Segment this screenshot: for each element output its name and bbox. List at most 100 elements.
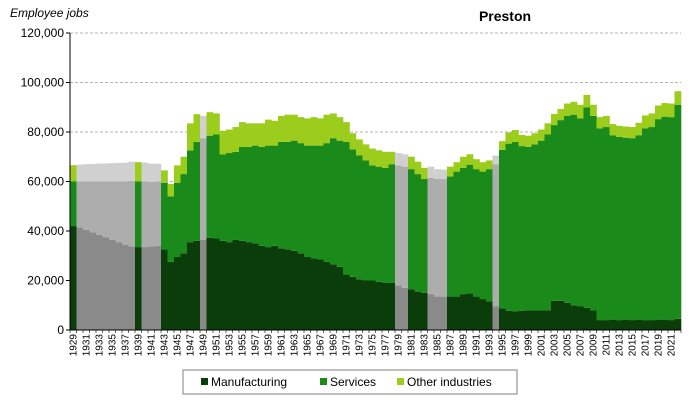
x-tick-label: 1929: [68, 334, 79, 357]
bar-other-industries-1939: [135, 162, 142, 182]
x-tick-label: 1979: [393, 334, 404, 357]
bar-manufacturing-1934: [102, 237, 110, 330]
bar-manufacturing-1962: [284, 249, 292, 330]
bar-other-industries-1929: [70, 165, 77, 182]
x-tick-label: 1997: [510, 334, 521, 357]
bar-other-industries-1995: [499, 141, 506, 150]
bar-services-1935: [109, 181, 116, 240]
x-ticks: 1929 1931 1933 1935 1937 1939 1941 1943 1945 1947…: [68, 330, 682, 357]
x-tick-label: 1957: [250, 334, 261, 357]
bar-manufacturing-1976: [375, 281, 383, 330]
bar-other-industries-1987: [447, 166, 454, 177]
bar-other-industries-1981: [408, 156, 415, 170]
bar-manufacturing-1988: [453, 296, 461, 330]
bar-manufacturing-1986: [440, 296, 448, 330]
bar-other-industries-1941: [148, 163, 155, 182]
x-tick-label: 1937: [120, 334, 131, 357]
bar-other-industries-1972: [349, 133, 357, 150]
bar-services-2008: [583, 107, 591, 308]
bar-manufacturing-2004: [557, 300, 565, 330]
bar-other-industries-1975: [369, 148, 376, 166]
x-tick-label: 1961: [276, 334, 287, 357]
bar-services-1992: [479, 171, 487, 300]
bar-services-2007: [577, 118, 584, 307]
bar-other-industries-2001: [538, 129, 545, 141]
bar-other-industries-2002: [544, 123, 552, 135]
y-tick-label: 120,000: [21, 26, 65, 40]
bar-other-industries-1932: [89, 163, 97, 182]
bar-services-1979: [395, 165, 402, 286]
bars: [70, 91, 682, 330]
bar-services-1993: [486, 169, 493, 302]
bar-other-industries-2014: [622, 126, 630, 138]
bar-other-industries-1968: [323, 114, 331, 144]
y-tick-label: 40,000: [27, 224, 64, 238]
x-tick-label: 2013: [614, 334, 625, 357]
bar-manufacturing-1941: [148, 246, 155, 330]
bar-other-industries-1948: [193, 114, 201, 142]
x-tick-label: 1993: [484, 334, 495, 357]
bar-manufacturing-1972: [349, 276, 357, 330]
bar-services-1975: [369, 165, 376, 281]
bar-manufacturing-1989: [460, 294, 467, 330]
bar-services-1934: [102, 181, 110, 238]
bar-manufacturing-1964: [297, 253, 305, 330]
bar-other-industries-2011: [603, 115, 610, 128]
x-tick-label: 1983: [419, 334, 430, 357]
bar-manufacturing-2015: [629, 320, 636, 330]
bar-other-industries-1984: [427, 166, 435, 178]
bar-services-1945: [174, 182, 181, 257]
bar-services-1929: [70, 181, 77, 227]
bar-services-1961: [278, 141, 285, 249]
bar-services-1963: [291, 140, 298, 251]
bar-manufacturing-1930: [76, 227, 84, 330]
x-tick-label: 1991: [471, 334, 482, 357]
bar-manufacturing-1994: [492, 306, 500, 330]
bar-services-1996: [505, 143, 513, 311]
bar-manufacturing-1942: [154, 245, 162, 330]
bar-services-1995: [499, 149, 506, 309]
bar-manufacturing-1944: [167, 261, 175, 330]
bar-services-1989: [460, 167, 467, 295]
bar-other-industries-1988: [453, 162, 461, 172]
bar-services-1952: [219, 154, 227, 241]
bar-manufacturing-2011: [603, 320, 610, 330]
bar-manufacturing-1960: [271, 245, 279, 330]
x-tick-label: 2009: [588, 334, 599, 357]
x-tick-label: 1933: [94, 334, 105, 357]
x-tick-label: 2019: [653, 334, 664, 357]
bar-other-industries-1960: [271, 120, 279, 146]
bar-services-1988: [453, 171, 461, 297]
bar-manufacturing-2020: [661, 319, 669, 330]
bar-services-1981: [408, 169, 415, 290]
bar-other-industries-1980: [401, 154, 409, 167]
bar-other-industries-1982: [414, 161, 422, 175]
x-tick-label: 1989: [458, 334, 469, 357]
bar-manufacturing-2003: [551, 300, 558, 330]
bar-other-industries-2016: [635, 122, 643, 136]
bar-manufacturing-1932: [89, 232, 97, 330]
bar-services-2018: [648, 127, 656, 321]
bar-other-industries-1999: [525, 135, 532, 147]
bar-other-industries-1953: [226, 129, 233, 154]
bar-services-1956: [245, 146, 253, 243]
bar-manufacturing-1975: [369, 280, 376, 330]
bar-manufacturing-1998: [518, 310, 526, 330]
bar-manufacturing-2005: [564, 302, 571, 330]
bar-manufacturing-1978: [388, 282, 396, 330]
bar-manufacturing-1977: [382, 282, 389, 330]
bar-services-2004: [557, 120, 565, 301]
bar-other-industries-2012: [609, 124, 617, 136]
bar-manufacturing-1937: [122, 244, 129, 330]
bar-other-industries-2006: [570, 101, 578, 115]
bar-services-1932: [89, 181, 97, 233]
bar-services-1974: [362, 160, 370, 281]
bar-services-1950: [206, 135, 214, 238]
bar-services-1964: [297, 143, 305, 254]
bar-manufacturing-1948: [193, 240, 201, 330]
bar-services-1977: [382, 167, 389, 283]
bar-manufacturing-1943: [161, 249, 168, 330]
bar-other-industries-2018: [648, 113, 656, 128]
bar-other-industries-1976: [375, 150, 383, 167]
